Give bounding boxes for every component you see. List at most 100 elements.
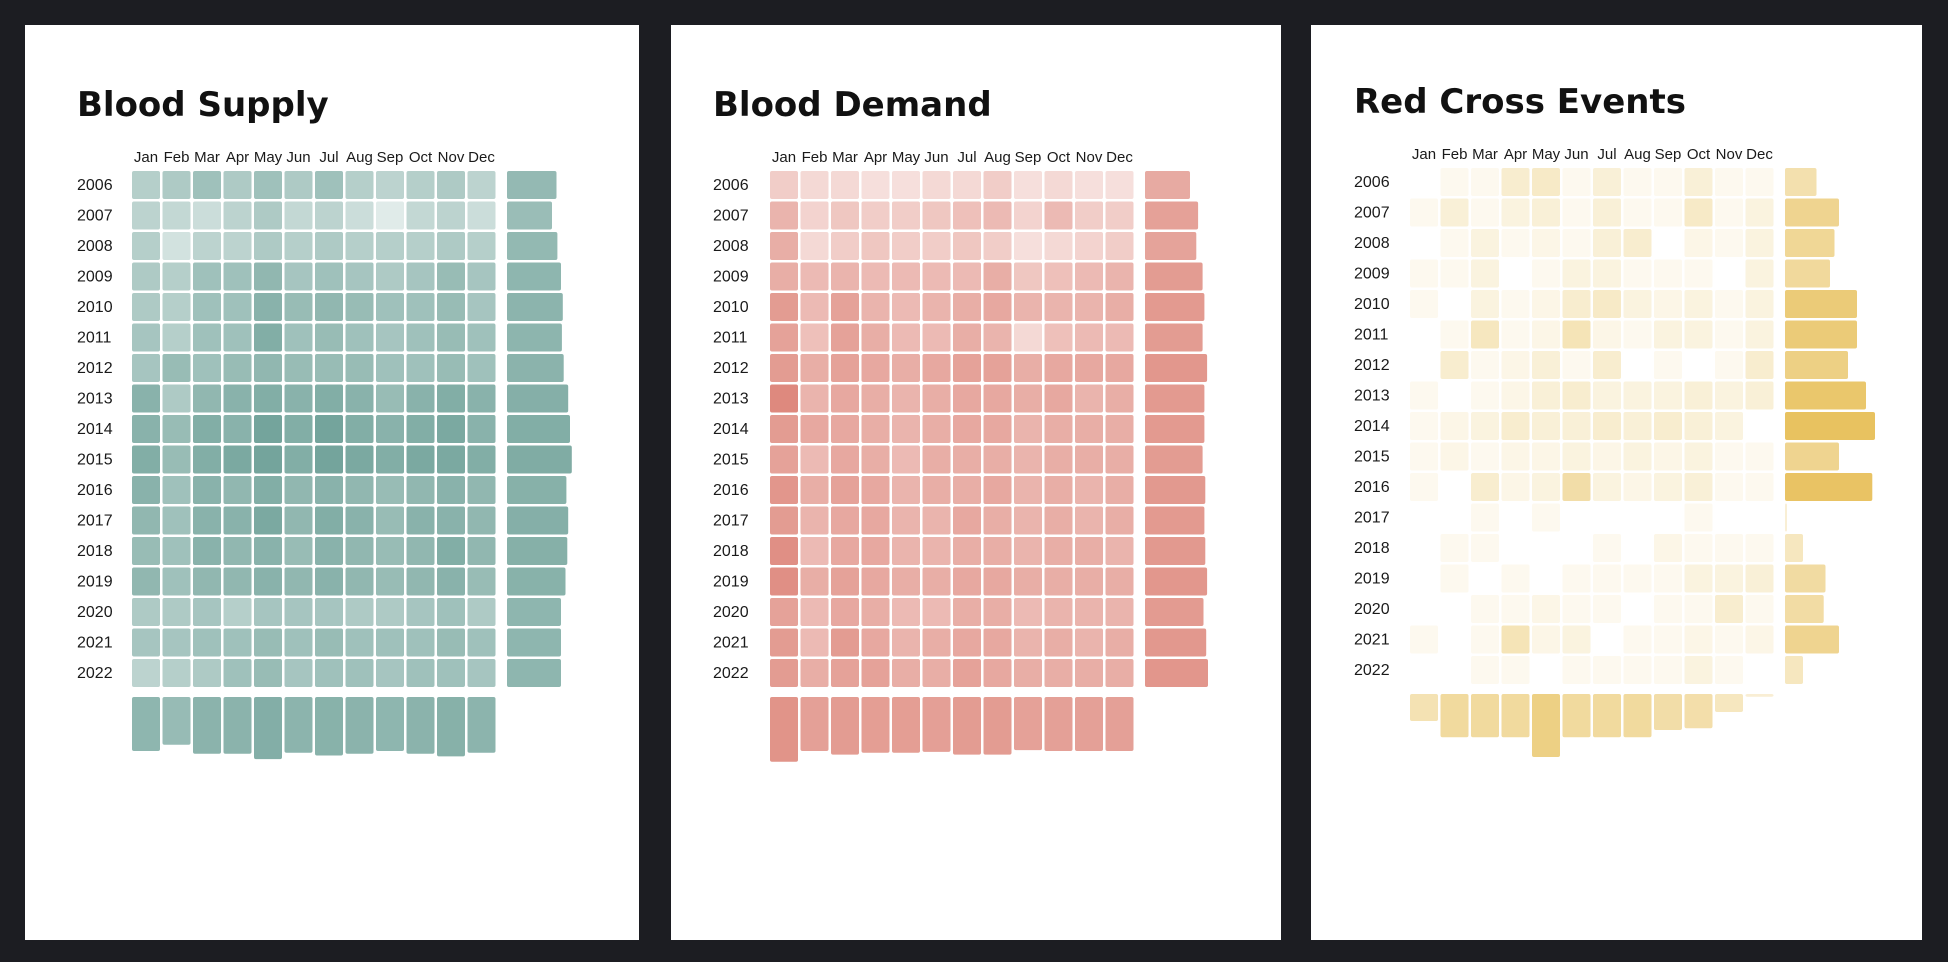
heat-cell: [132, 628, 160, 657]
heat-cell: [223, 659, 252, 687]
heat-cell: [1623, 656, 1652, 684]
heat-cell: [1562, 656, 1591, 684]
heat-cell: [223, 415, 252, 443]
row-total-bar: [1785, 442, 1839, 471]
heat-cell: [1684, 168, 1713, 196]
year-label-2020: 2020: [1354, 601, 1390, 618]
column-total-bar: [345, 697, 374, 754]
heat-cell: [800, 659, 829, 687]
heat-cell: [953, 354, 981, 382]
heat-cell: [1501, 412, 1530, 440]
heat-cell: [1532, 381, 1560, 410]
year-label-2011: 2011: [77, 330, 112, 347]
heat-cell: [1593, 473, 1621, 501]
row-total-bar: [507, 659, 561, 687]
heat-cell: [1501, 320, 1530, 349]
heat-cell: [922, 659, 951, 687]
heat-cell: [284, 445, 313, 474]
chart-title: Blood Demand: [713, 85, 992, 125]
heat-cell: [1075, 323, 1103, 352]
heat-cell: [223, 537, 252, 565]
heat-cell: [861, 354, 890, 382]
heat-cell: [437, 384, 465, 413]
row-total-bar: [507, 598, 561, 626]
heat-cell: [1562, 442, 1591, 471]
heat-cell: [1471, 442, 1499, 471]
heat-cell: [1471, 534, 1499, 562]
heat-cell: [953, 262, 981, 291]
heat-cell: [467, 506, 496, 535]
month-label-nov: Nov: [438, 149, 465, 166]
year-label-2015: 2015: [713, 452, 749, 469]
heat-cell: [1654, 564, 1682, 593]
row-total-bar: [1785, 259, 1830, 288]
heat-cell: [1715, 534, 1743, 562]
heat-cell: [162, 537, 191, 565]
heat-cell: [1684, 442, 1713, 471]
heat-cell: [437, 659, 465, 687]
column-total-bar: [193, 697, 221, 754]
column-total-bar: [1105, 697, 1134, 751]
heat-cell: [1044, 659, 1073, 687]
heat-cell: [467, 323, 496, 352]
heat-cell: [193, 384, 221, 413]
heat-cell: [1623, 442, 1652, 471]
year-label-2007: 2007: [713, 208, 749, 225]
heat-cell: [1654, 259, 1682, 288]
year-label-2019: 2019: [1354, 571, 1390, 588]
month-label-aug: Aug: [984, 149, 1011, 166]
heat-cell: [437, 628, 465, 657]
heat-cell: [953, 537, 981, 565]
heat-cell: [467, 354, 496, 382]
column-total-bar: [132, 697, 160, 751]
year-label-2006: 2006: [77, 177, 113, 194]
chart-red-cross-events: Red Cross Events Jan Feb Mar Apr May Jun Jul Au…: [1354, 82, 1875, 757]
month-label-jul: Jul: [319, 149, 338, 166]
heat-cell: [254, 293, 282, 321]
heat-cell: [376, 537, 404, 565]
heat-cell: [406, 293, 435, 321]
heat-cell: [1562, 473, 1591, 501]
heat-cell: [1501, 198, 1530, 227]
heat-cell: [770, 476, 798, 504]
heat-cell: [1623, 168, 1652, 196]
heat-cell: [892, 293, 920, 321]
heat-cell: [132, 445, 160, 474]
heat-cell: [284, 628, 313, 657]
heat-cell: [284, 232, 313, 260]
year-label-2007: 2007: [77, 208, 113, 225]
column-total-bar: [1471, 694, 1499, 738]
month-label-may: May: [1532, 146, 1561, 163]
heat-cell: [892, 567, 920, 596]
column-total-bar: [1715, 694, 1743, 712]
heat-cell: [831, 628, 859, 657]
year-label-2006: 2006: [1354, 174, 1390, 191]
heat-cell: [1501, 229, 1530, 257]
column-total-bar: [1075, 697, 1103, 751]
heat-cell: [1044, 567, 1073, 596]
heat-cell: [1014, 567, 1042, 596]
heat-cell: [1075, 659, 1103, 687]
row-total-bar: [507, 201, 552, 230]
chart-panel-red-cross-events: Red Cross Events Jan Feb Mar Apr May Jun Jul Au…: [1311, 25, 1922, 940]
heat-cell: [1715, 564, 1743, 593]
heat-cell: [1105, 354, 1134, 382]
heat-cell: [1562, 595, 1591, 623]
heat-cell: [1501, 168, 1530, 196]
heat-cell: [284, 293, 313, 321]
heat-cell: [1562, 259, 1591, 288]
heat-cell: [1623, 625, 1652, 654]
heat-cell: [1684, 412, 1713, 440]
year-label-2018: 2018: [1354, 540, 1390, 557]
heat-cell: [315, 415, 343, 443]
row-total-bar: [1145, 354, 1208, 382]
heat-cell: [1745, 595, 1774, 623]
heat-cell: [1410, 412, 1438, 440]
column-total-bar: [284, 697, 313, 753]
heat-cell: [922, 628, 951, 657]
column-total-bar: [1440, 694, 1469, 738]
heat-cell: [376, 232, 404, 260]
year-label-2020: 2020: [713, 604, 749, 621]
heat-cell: [162, 476, 191, 504]
month-label-aug: Aug: [346, 149, 373, 166]
